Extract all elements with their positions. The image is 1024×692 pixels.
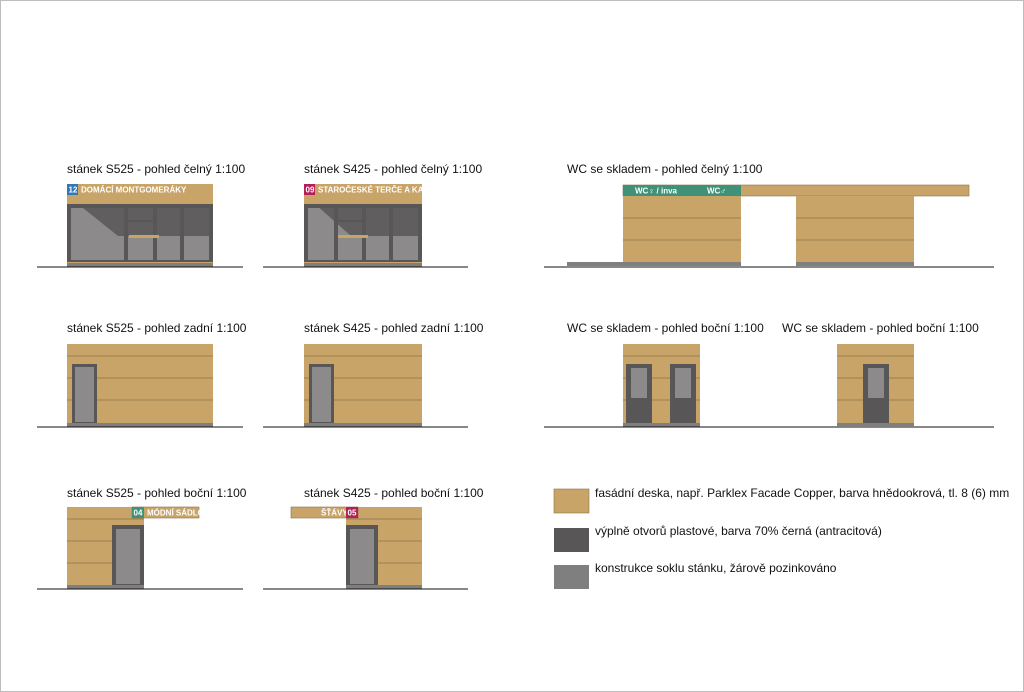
legend-swatch-plinth <box>554 565 589 589</box>
legend-label-facade: fasádní deska, např. Parklex Facade Copp… <box>595 486 1009 500</box>
door-leaf <box>75 367 94 422</box>
wc-side-elevation-1: WC se skladem - pohled boční 1:100 <box>544 321 994 428</box>
door-leaf <box>350 529 374 584</box>
s525-front-elevation: stánek S525 - pohled čelný 1:100 12 DOMÁ… <box>37 162 245 268</box>
sign-number: 12 <box>69 186 78 195</box>
legend-swatch-opening <box>554 528 589 552</box>
s425-back-elevation: stánek S425 - pohled zadní 1:100 <box>263 321 484 428</box>
door-glass <box>675 368 691 398</box>
door-glass <box>631 368 647 398</box>
caption-wc-side-1: WC se skladem - pohled boční 1:100 <box>567 321 764 335</box>
sign-number-badge <box>67 184 78 195</box>
legend-label-opening: výplně otvorů plastové, barva 70% černá … <box>595 524 882 538</box>
plinth <box>837 423 914 427</box>
caption-s425-front: stánek S425 - pohled čelný 1:100 <box>304 162 482 176</box>
s425-side-elevation: stánek S425 - pohled boční 1:100 ŠŤÁVY 0… <box>263 486 484 590</box>
caption-wc-side-2: WC se skladem - pohled boční 1:100 <box>782 321 979 335</box>
plinth <box>67 263 213 267</box>
s425-front-elevation: stánek S425 - pohled čelný 1:100 09 STAR… <box>263 162 482 268</box>
sign-text: MÓDNÍ SÁDLO <box>147 509 204 518</box>
sign-text: STAROČESKÉ TERČE A KAŠE <box>318 186 435 195</box>
wc-men-sign: WC♂ <box>707 187 726 196</box>
plinth <box>796 262 914 266</box>
wc-women-sign: WC♀ / inva <box>635 187 678 196</box>
caption-s525-side: stánek S525 - pohled boční 1:100 <box>67 486 247 500</box>
awning-shadow <box>315 204 422 236</box>
sign-number-badge <box>132 507 144 518</box>
door-leaf <box>312 367 331 422</box>
plinth <box>67 423 213 427</box>
sign-number-badge <box>346 507 358 518</box>
wc-side-elevation-2: WC se skladem - pohled boční 1:100 <box>782 321 979 427</box>
sign-number: 04 <box>134 509 143 518</box>
legend: fasádní deska, např. Parklex Facade Copp… <box>553 486 1009 589</box>
s525-side-elevation: stánek S525 - pohled boční 1:100 04 MÓDN… <box>37 486 247 590</box>
plinth <box>304 263 422 267</box>
sign-number: 09 <box>306 186 315 195</box>
plinth <box>304 423 422 427</box>
counter-shelf <box>129 235 159 238</box>
facade-panel <box>796 196 914 263</box>
door-leaf <box>116 529 140 584</box>
legend-swatch-facade <box>553 488 590 514</box>
awning-shadow <box>78 204 213 236</box>
caption-s425-side: stánek S425 - pohled boční 1:100 <box>304 486 484 500</box>
plinth <box>567 262 741 266</box>
plinth <box>67 585 144 589</box>
plinth <box>623 423 700 427</box>
caption-wc-front: WC se skladem - pohled čelný 1:100 <box>567 162 763 176</box>
wc-front-elevation: WC se skladem - pohled čelný 1:100 WC♀ /… <box>544 162 994 268</box>
wc-sign-band <box>623 185 741 196</box>
sign-text: DOMÁCÍ MONTGOMERÁKY <box>81 186 187 195</box>
facade-panel <box>623 196 741 263</box>
plinth <box>346 585 422 589</box>
caption-s525-back: stánek S525 - pohled zadní 1:100 <box>67 321 247 335</box>
sign-text: ŠŤÁVY <box>321 509 348 518</box>
sign-number-badge <box>304 184 315 195</box>
caption-s525-front: stánek S525 - pohled čelný 1:100 <box>67 162 245 176</box>
s525-back-elevation: stánek S525 - pohled zadní 1:100 <box>37 321 247 428</box>
door-glass <box>868 368 884 398</box>
counter-shelf <box>338 235 368 238</box>
sign-number: 05 <box>348 509 357 518</box>
legend-label-plinth: konstrukce soklu stánku, žárově pozinkov… <box>595 561 837 575</box>
caption-s425-back: stánek S425 - pohled zadní 1:100 <box>304 321 484 335</box>
